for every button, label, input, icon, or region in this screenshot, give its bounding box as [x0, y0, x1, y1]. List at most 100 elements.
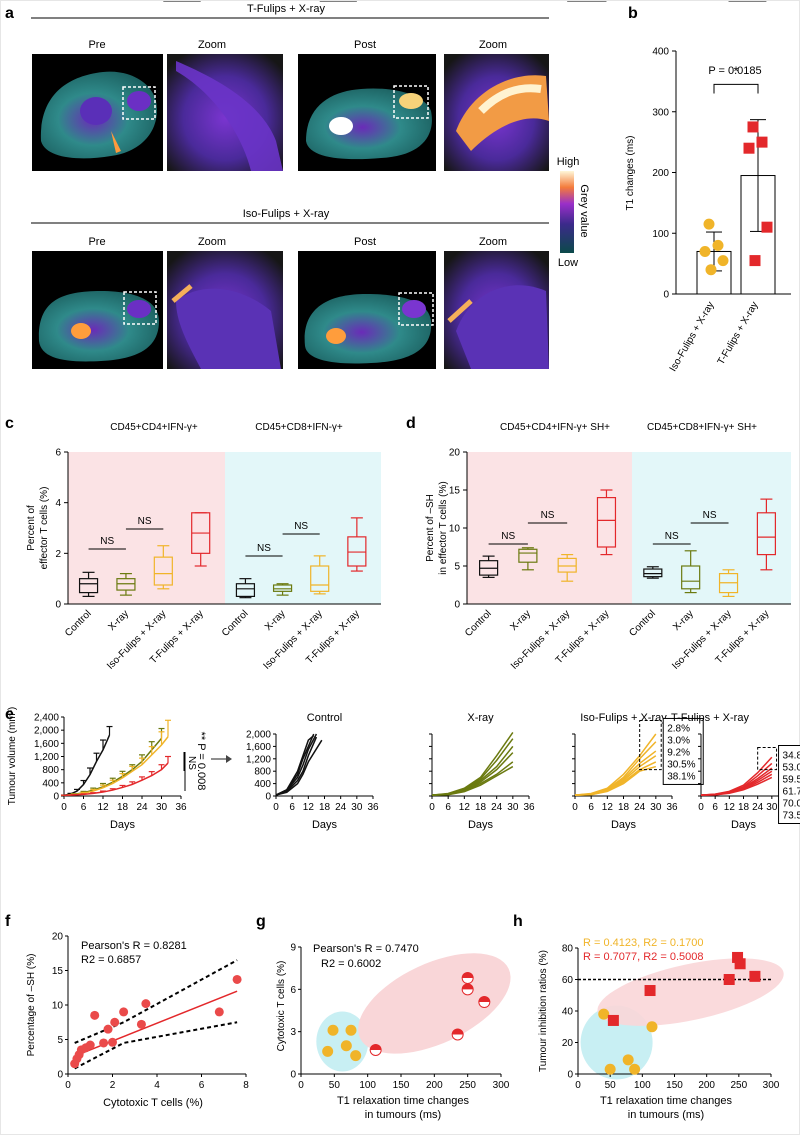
label-zoom1-bottom: Zoom — [198, 236, 226, 248]
f-point — [141, 999, 151, 1009]
d-box — [756, 512, 776, 556]
b-ytick-label: 300 — [652, 107, 669, 118]
g-point-iso — [322, 1045, 334, 1057]
d-xtick-label: X-ray — [671, 608, 696, 633]
f-xtick-label: 4 — [154, 1080, 160, 1091]
e2-xtick-label: 24 — [491, 802, 503, 813]
e2-xtick-label: 0 — [429, 802, 435, 813]
mri-pre-top — [32, 54, 163, 171]
g-point-iso — [327, 1024, 339, 1036]
h-xtick-label: 250 — [730, 1080, 747, 1091]
mri-zoom2-bottom — [444, 251, 549, 369]
panel-h: h — [513, 913, 523, 930]
e2-percent-label: 9.2% — [667, 747, 690, 758]
panel-f: f — [5, 913, 11, 930]
e2-xtick-label: 0 — [698, 802, 704, 813]
c-ns-label: NS — [294, 521, 308, 532]
e2-xtick-label: 12 — [724, 802, 736, 813]
panel-letter-h: h — [513, 913, 523, 930]
e2-title: Iso-Fulips + X-ray — [580, 712, 667, 724]
e2-xlabel: Days — [312, 819, 338, 831]
f-fit-line — [74, 990, 238, 1057]
mri-post-top — [298, 54, 436, 171]
e-ytick-label: 1,600 — [34, 739, 59, 750]
h-point-iso — [598, 1008, 610, 1020]
f-xtick-label: 8 — [243, 1080, 249, 1091]
g-point-iso — [350, 1050, 362, 1062]
d-box — [518, 548, 538, 563]
e2-percent-label: 53.0% — [783, 763, 800, 774]
h-xtick-label: 50 — [605, 1080, 617, 1091]
e2-xtick-label: 12 — [602, 802, 614, 813]
h-point-iso — [629, 1063, 641, 1075]
c-xtick-label: Control — [220, 608, 251, 639]
d-bg-pink — [467, 452, 632, 604]
b-point — [749, 255, 761, 267]
e-series-tful — [63, 762, 169, 797]
e2-ytick-label: 1,600 — [246, 742, 271, 753]
e-ytick-label: 400 — [42, 778, 59, 789]
f-point — [119, 1007, 129, 1017]
c-ylabel-line1: Percent of — [26, 505, 37, 551]
e2-curve-control — [275, 739, 323, 796]
c-box — [78, 578, 99, 594]
e2-xtick-label: 18 — [319, 802, 331, 813]
b-point — [756, 136, 768, 148]
b-sig-bracket — [713, 83, 759, 94]
e-xtick-label: 30 — [156, 802, 168, 813]
g-ytick-label: 3 — [290, 1027, 296, 1038]
h-point-iso — [646, 1021, 658, 1033]
e-xtick-label: 24 — [136, 802, 148, 813]
h-point-iso — [622, 1054, 634, 1066]
f-xlabel: Cytotoxic T cells (%) — [103, 1097, 203, 1109]
f-xtick-label: 0 — [65, 1080, 71, 1091]
e-xtick-label: 0 — [61, 802, 67, 813]
group-label-top: T-Fulips + X-ray — [247, 3, 325, 15]
g-xlabel-line1: T1 relaxation time changes — [337, 1095, 470, 1107]
label-post-bottom: Post — [354, 236, 376, 248]
c-box — [310, 565, 330, 592]
c-group-title: CD45+CD4+IFN-γ+ — [110, 422, 198, 433]
d-ytick-label: 20 — [449, 448, 461, 459]
g-xtick-label: 200 — [426, 1080, 443, 1091]
f-ylabel: Percentage of –SH (%) — [26, 954, 37, 1057]
h-ytick-label: 40 — [562, 1007, 574, 1018]
d-xtick-label: X-ray — [508, 608, 533, 633]
label-zoom1-top: Zoom — [198, 39, 226, 51]
e2-curve-xray — [431, 765, 514, 796]
d-box — [681, 565, 701, 590]
e-xtick-label: 18 — [117, 802, 129, 813]
e2-curve-iso — [574, 755, 657, 796]
h-point-tful — [723, 974, 735, 985]
e2-xtick-label: 12 — [459, 802, 471, 813]
e2-curve-control — [275, 736, 318, 796]
e-xlabel: Days — [110, 819, 136, 831]
colorbar-low: Low — [558, 257, 578, 269]
e2-xlabel: Days — [731, 819, 757, 831]
b-ytick-label: 400 — [652, 47, 669, 58]
e2-xtick-label: 6 — [712, 802, 718, 813]
f-point — [103, 1024, 113, 1034]
c-ytick-label: 4 — [55, 498, 61, 509]
e2-title: Control — [307, 712, 342, 724]
g-xlabel-line2: in tumours (ms) — [365, 1109, 441, 1121]
mri-zoom1-bottom — [167, 251, 283, 369]
g-point-tful-half — [370, 1044, 382, 1051]
label-pre-bottom: Pre — [88, 236, 105, 248]
b-star: * — [733, 63, 738, 78]
g-ytick-label: 6 — [290, 985, 296, 996]
e2-xtick-label: 24 — [634, 802, 646, 813]
g-point-tful-half — [478, 996, 490, 1003]
d-group-title: CD45+CD4+IFN-γ+ SH+ — [500, 422, 610, 433]
c-box — [347, 536, 367, 567]
f-point — [232, 974, 242, 984]
e2-curve-xray — [431, 761, 514, 796]
d-ytick-label: 10 — [449, 524, 461, 535]
panel-d: d — [406, 415, 416, 432]
e2-curve-iso — [574, 750, 657, 796]
d-pvalue: P = 0.0118 — [728, 1, 776, 4]
mri-zoom1-top — [167, 54, 283, 171]
d-ns-label: NS — [501, 531, 515, 542]
g-ytick-label: 0 — [290, 1070, 296, 1081]
